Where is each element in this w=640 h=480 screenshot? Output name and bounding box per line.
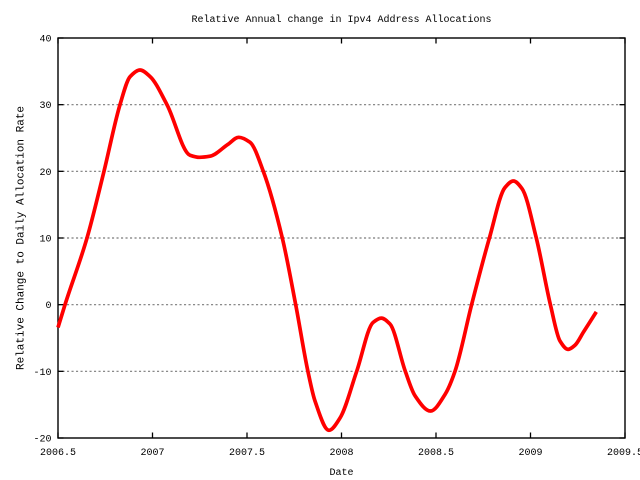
svg-text:Relative Change to Daily Alloc: Relative Change to Daily Allocation Rate — [16, 106, 28, 370]
svg-text:2008: 2008 — [329, 448, 353, 459]
svg-text:30: 30 — [39, 101, 51, 112]
svg-text:20: 20 — [39, 168, 51, 179]
svg-text:Date: Date — [329, 468, 353, 479]
svg-text:2007: 2007 — [140, 448, 164, 459]
svg-text:2007.5: 2007.5 — [229, 448, 265, 459]
svg-text:0: 0 — [45, 301, 51, 312]
svg-text:-10: -10 — [33, 368, 51, 379]
svg-text:10: 10 — [39, 235, 51, 246]
svg-text:2009: 2009 — [518, 448, 542, 459]
svg-text:Relative Annual change in Ipv4: Relative Annual change in Ipv4 Address A… — [191, 14, 491, 26]
svg-text:2009.5: 2009.5 — [607, 448, 640, 459]
svg-text:2008.5: 2008.5 — [418, 448, 454, 459]
svg-text:-20: -20 — [33, 435, 51, 446]
svg-text:40: 40 — [39, 35, 51, 46]
svg-text:2006.5: 2006.5 — [40, 448, 76, 459]
